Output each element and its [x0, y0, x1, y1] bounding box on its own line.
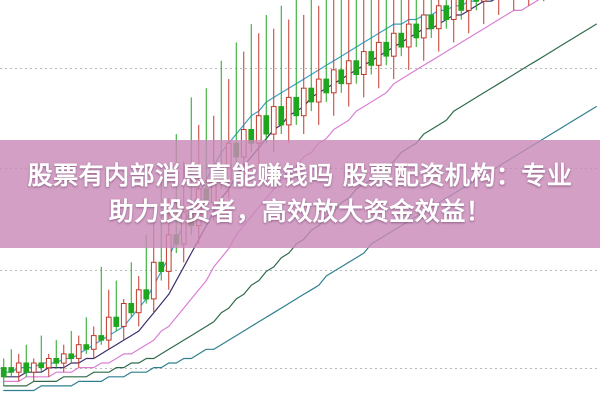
- candlesticks-group: [0, 0, 545, 386]
- ma-lines-group: [3, 0, 597, 392]
- grid-lines: [0, 68, 600, 369]
